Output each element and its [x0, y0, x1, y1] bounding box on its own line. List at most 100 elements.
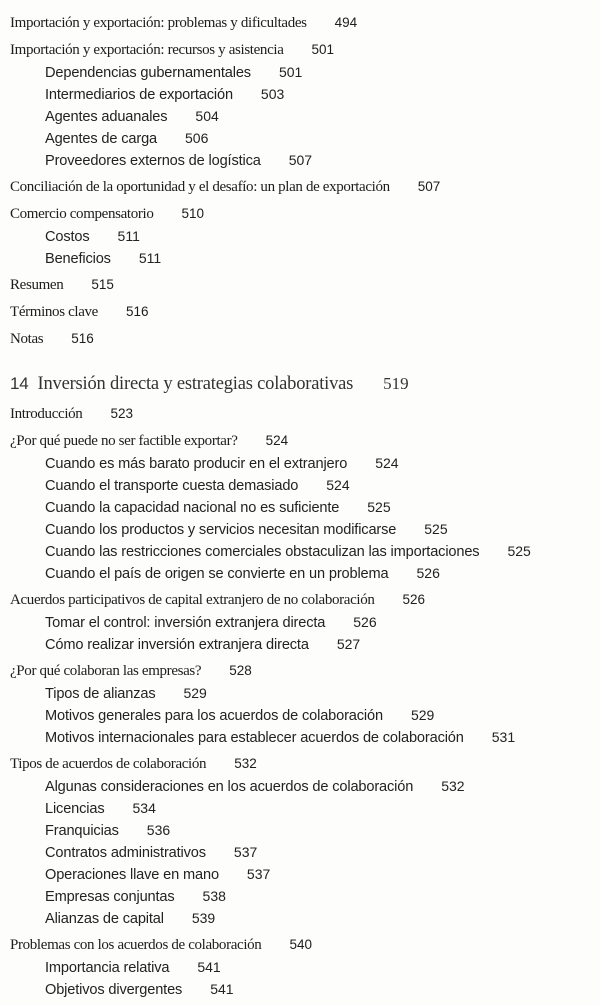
toc-subsection-entry: Alianzas de capital 539 — [10, 907, 600, 929]
page-number: 537 — [246, 866, 271, 882]
entry-title: Alianzas de capital — [45, 911, 164, 927]
entry-title: Agentes aduanales — [45, 109, 168, 125]
toc-section-entry: Comercio compensatorio 510 — [10, 203, 600, 225]
page-number: 525 — [424, 521, 448, 537]
toc-section-entry: Introducción 523 — [10, 403, 600, 425]
toc-section-entry: Conciliación de la oportunidad y el desa… — [10, 176, 600, 198]
entry-title: Costos — [45, 229, 90, 245]
page-number: 527 — [336, 636, 361, 652]
entry-title: Inversión directa y estrategias colabora… — [37, 374, 354, 394]
toc-subsection-entry: Cuando las restricciones comerciales obs… — [10, 540, 600, 562]
toc-section-entry: Resumen 515 — [10, 274, 600, 296]
page-number: 516 — [125, 304, 149, 319]
page-number: 525 — [507, 543, 531, 559]
page-number: 504 — [195, 108, 219, 124]
toc-section-entry: Importación y exportación: recursos y as… — [10, 39, 600, 61]
page-number: 494 — [334, 15, 358, 30]
toc-section-entry: Tipos de acuerdos de colaboración 532 — [10, 753, 600, 775]
page-number: 511 — [138, 250, 162, 266]
entry-title: Agentes de carga — [45, 131, 157, 147]
toc-subsection-entry: Licencias 534 — [10, 797, 600, 819]
entry-title: Motivos internacionales para establecer … — [45, 730, 464, 746]
entry-title: Cuando la capacidad nacional no es sufic… — [45, 500, 340, 516]
entry-title: Cómo realizar inversión extranjera direc… — [45, 637, 309, 653]
table-of-contents: Importación y exportación: problemas y d… — [10, 12, 600, 1000]
page-number: 541 — [210, 981, 234, 997]
entry-title: Beneficios — [45, 251, 111, 267]
toc-subsection-entry: Cuando el país de origen se convierte en… — [10, 562, 600, 584]
entry-title: Cuando el país de origen se convierte en… — [45, 566, 389, 582]
page-number: 511 — [117, 228, 140, 244]
entry-title: Resumen — [10, 277, 64, 293]
entry-title: Comercio compensatorio — [10, 206, 154, 222]
page-number: 528 — [229, 663, 252, 678]
page-number: 523 — [110, 406, 133, 421]
chapter-number: 14 — [10, 374, 29, 393]
page-number: 524 — [375, 455, 399, 471]
page-number: 503 — [260, 86, 285, 102]
toc-subsection-entry: Tipos de alianzas 529 — [10, 682, 600, 704]
page-number: 540 — [289, 937, 312, 952]
entry-title: Cuando es más barato producir en el extr… — [45, 456, 348, 472]
entry-title: Términos clave — [10, 304, 98, 320]
page-number: 501 — [311, 42, 335, 57]
page-number: 507 — [288, 152, 313, 168]
entry-title: Motivos generales para los acuerdos de c… — [45, 708, 383, 724]
entry-title: Acuerdos participativos de capital extra… — [10, 592, 375, 608]
page-number: 501 — [278, 64, 303, 80]
page-number: 524 — [265, 433, 289, 448]
toc-subsection-entry: Agentes de carga 506 — [10, 127, 600, 149]
page-number: 525 — [367, 499, 391, 515]
toc-subsection-entry: Cuando el transporte cuesta demasiado 524 — [10, 474, 600, 496]
page-number: 532 — [441, 778, 465, 794]
page-number: 526 — [416, 565, 440, 581]
entry-title: Proveedores externos de logística — [45, 153, 261, 169]
page-number: 529 — [410, 707, 435, 723]
toc-section-entry: Términos clave 516 — [10, 301, 600, 323]
entry-title: Licencias — [45, 801, 105, 817]
toc-subsection-entry: Cuando la capacidad nacional no es sufic… — [10, 496, 600, 518]
toc-section-entry: Notas 516 — [10, 328, 600, 350]
toc-subsection-entry: Franquicias 536 — [10, 819, 600, 841]
toc-subsection-entry: Intermediarios de exportación 503 — [10, 83, 600, 105]
page-number: 506 — [185, 130, 209, 146]
toc-subsection-entry: Cuando es más barato producir en el extr… — [10, 452, 600, 474]
toc-subsection-entry: Beneficios 511 — [10, 247, 600, 269]
toc-subsection-entry: Cuando los productos y servicios necesit… — [10, 518, 600, 540]
toc-subsection-entry: Costos 511 — [10, 225, 600, 247]
page-number: 541 — [197, 959, 221, 975]
page-number: 524 — [326, 477, 350, 493]
toc-section-entry: ¿Por qué puede no ser factible exportar?… — [10, 430, 600, 452]
entry-title: Empresas conjuntas — [45, 889, 175, 905]
entry-title: Cuando los productos y servicios necesit… — [45, 522, 397, 538]
toc-subsection-entry: Contratos administrativos 537 — [10, 841, 600, 863]
toc-subsection-entry: Tomar el control: inversión extranjera d… — [10, 611, 600, 633]
toc-subsection-entry: Empresas conjuntas 538 — [10, 885, 600, 907]
toc-section-entry: Acuerdos participativos de capital extra… — [10, 589, 600, 611]
entry-title: Objetivos divergentes — [45, 982, 183, 998]
page-number: 526 — [353, 614, 377, 630]
entry-title: Operaciones llave en mano — [45, 867, 219, 883]
toc-subsection-entry: Algunas consideraciones en los acuerdos … — [10, 775, 600, 797]
chapter-heading: 14 Inversión directa y estrategias colabo… — [10, 373, 600, 395]
entry-title: Franquicias — [45, 823, 119, 839]
entry-title: Tipos de acuerdos de colaboración — [10, 756, 207, 772]
entry-title: Cuando las restricciones comerciales obs… — [45, 544, 480, 560]
entry-title: Importación y exportación: problemas y d… — [10, 15, 307, 31]
entry-title: Contratos administrativos — [45, 845, 206, 861]
toc-subsection-entry: Cómo realizar inversión extranjera direc… — [10, 633, 600, 655]
page-number: 534 — [132, 800, 156, 816]
page-number: 510 — [181, 206, 205, 221]
entry-title: Conciliación de la oportunidad y el desa… — [10, 179, 390, 195]
toc-subsection-entry: Agentes aduanales 504 — [10, 105, 600, 127]
page-number: 531 — [491, 729, 516, 745]
entry-title: Importancia relativa — [45, 960, 170, 976]
entry-title: Tipos de alianzas — [45, 686, 156, 702]
entry-title: Notas — [10, 331, 44, 347]
entry-title: Tomar el control: inversión extranjera d… — [45, 615, 326, 631]
entry-title: ¿Por qué puede no ser factible exportar? — [10, 433, 238, 449]
toc-section-entry: ¿Por qué colaboran las empresas? 528 — [10, 660, 600, 682]
entry-title: Intermediarios de exportación — [45, 87, 233, 103]
page-number: 507 — [417, 179, 441, 194]
entry-title: ¿Por qué colaboran las empresas? — [10, 663, 202, 679]
